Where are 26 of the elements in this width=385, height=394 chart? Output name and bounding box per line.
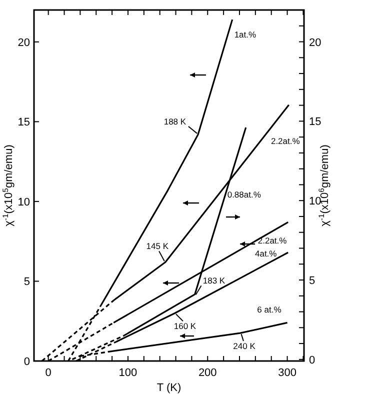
annotation: 4at.% [254,248,278,258]
y2-tick-label: 20 [309,36,322,49]
x-axis-title: T (K) [156,382,182,394]
y-tick-label: 10 [18,196,30,208]
y2-tick-label: 10 [309,196,322,208]
annotation: 2.2at.% [258,236,288,246]
y-tick-label: 5 [24,276,30,288]
y2-tick-label: 15 [309,116,322,128]
y-tick-label: 0 [24,356,30,368]
annotation: 0.88at.% [227,189,262,200]
y-tick-label: 15 [18,116,30,129]
annotation: 188 K [164,116,186,126]
annotation: 6 at.% [257,304,282,315]
annotation: 160 K [174,321,196,332]
y2-tick-label: 5 [309,275,316,287]
x-tick-label: 300 [278,367,296,379]
x-tick-label: 0 [45,367,52,379]
y-tick-label: 20 [18,36,30,49]
x-tick-label: 100 [118,367,138,379]
annotation: 183 K [202,276,226,286]
annotation: 1at.% [234,30,256,40]
annotation: 145 K [146,241,169,252]
annotation: 240 K [233,341,256,352]
x-tick-label: 200 [198,367,217,379]
annotation: 2.2at.% [270,136,300,146]
y2-tick-label: 0 [309,354,316,366]
